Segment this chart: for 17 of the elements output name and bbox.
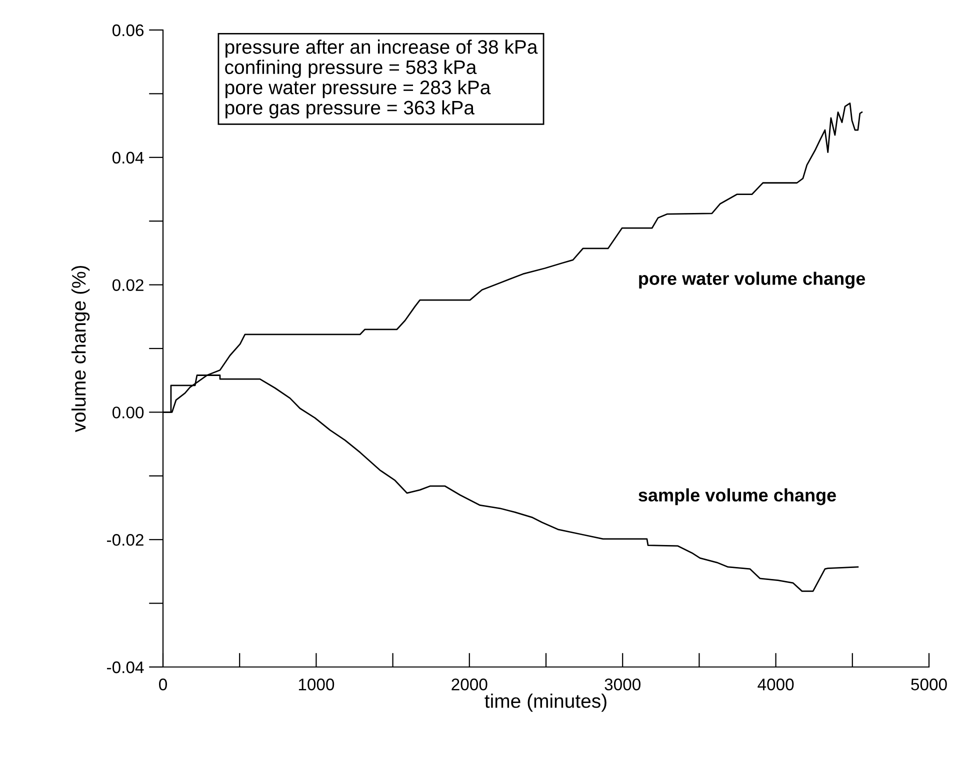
y-tick-label: 0.02 (112, 279, 144, 292)
x-tick-label: 5000 (911, 678, 947, 690)
y-tick-label: 0.00 (112, 406, 144, 418)
x-tick-label: 1000 (298, 678, 334, 690)
y-tick-label: -0.02 (107, 534, 144, 546)
text: pore water volume change (639, 272, 866, 289)
x-tick-label: 2000 (452, 678, 488, 690)
annotation: pressure after an increase of 38 kPa confining pressure = 583 kPa pore water pressure = 283 kPa pore gas pressure = 363 kPa (225, 40, 538, 118)
y-tick-label: 0.06 (112, 24, 144, 36)
x-tick-label: 0 (159, 678, 167, 690)
x-tick-label: 3000 (604, 678, 640, 690)
y-axis-title: volume change (%) (71, 266, 90, 432)
x-axis-title: time (minutes) (484, 694, 606, 712)
series-label: sample volume change (638, 488, 836, 506)
y-tick-label: -0.04 (107, 661, 144, 674)
x-tick-label: 4000 (758, 678, 794, 690)
y-tick-label: 0.04 (112, 152, 144, 164)
